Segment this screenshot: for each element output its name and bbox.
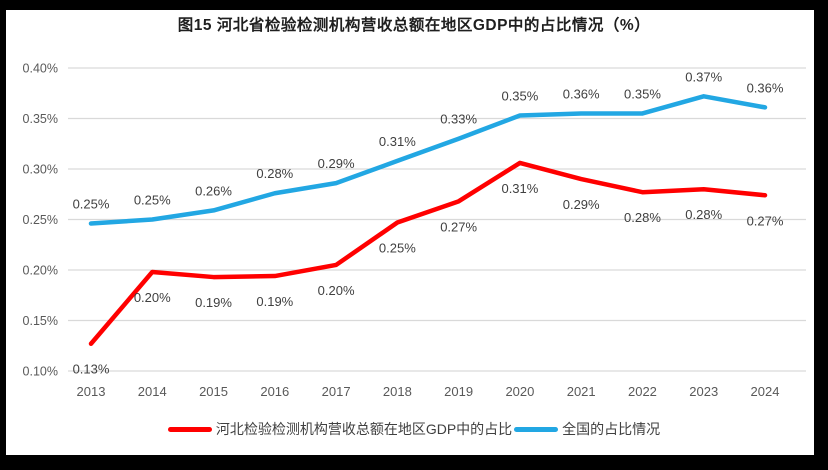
x-axis-tick: 2021 bbox=[567, 384, 596, 399]
data-label: 0.26% bbox=[195, 183, 232, 198]
x-axis-tick: 2013 bbox=[77, 384, 106, 399]
x-axis-tick: 2015 bbox=[199, 384, 228, 399]
data-label: 0.27% bbox=[440, 219, 477, 234]
chart-background bbox=[6, 10, 814, 455]
x-axis-tick: 2020 bbox=[505, 384, 534, 399]
data-label: 0.36% bbox=[747, 80, 784, 95]
data-label: 0.31% bbox=[501, 181, 538, 196]
legend-item-national: 全国的占比情况 bbox=[514, 419, 660, 439]
y-axis-tick: 0.30% bbox=[23, 163, 58, 177]
x-axis-tick: 2016 bbox=[260, 384, 289, 399]
data-label: 0.35% bbox=[624, 86, 661, 101]
data-label: 0.25% bbox=[134, 193, 171, 208]
x-axis-tick: 2023 bbox=[689, 384, 718, 399]
y-axis-tick: 0.15% bbox=[23, 314, 58, 328]
x-axis-tick: 2019 bbox=[444, 384, 473, 399]
data-label: 0.29% bbox=[318, 156, 355, 171]
x-axis-tick: 2017 bbox=[322, 384, 351, 399]
national-line-swatch bbox=[514, 426, 559, 432]
chart-title: 图15 河北省检验检测机构营收总额在地区GDP中的占比情况（%） bbox=[177, 17, 651, 34]
y-axis-tick: 0.25% bbox=[23, 213, 58, 227]
data-label: 0.27% bbox=[747, 213, 784, 228]
data-label: 0.20% bbox=[318, 283, 355, 298]
data-label: 0.13% bbox=[73, 362, 110, 377]
data-label: 0.33% bbox=[440, 112, 477, 127]
hebei-series-line bbox=[88, 160, 768, 346]
data-label: 0.25% bbox=[379, 241, 416, 256]
data-label: 0.25% bbox=[73, 197, 110, 212]
y-axis-tick: 0.10% bbox=[23, 365, 58, 379]
data-label: 0.31% bbox=[379, 134, 416, 149]
data-label: 0.29% bbox=[563, 197, 600, 212]
national-series-line bbox=[88, 94, 768, 226]
data-label: 0.37% bbox=[685, 69, 722, 84]
x-axis-tick: 2014 bbox=[138, 384, 167, 399]
y-axis-tick: 0.35% bbox=[23, 112, 58, 126]
hebei-line-swatch bbox=[167, 426, 212, 432]
data-label: 0.35% bbox=[501, 88, 538, 103]
data-label: 0.20% bbox=[134, 290, 171, 305]
x-axis-tick: 2024 bbox=[751, 384, 780, 399]
y-axis-tick: 0.20% bbox=[23, 264, 58, 278]
legend-item-hebei: 河北检验检测机构营收总额在地区GDP中的占比 bbox=[167, 419, 513, 439]
legend-label-national: 全国的占比情况 bbox=[562, 421, 661, 437]
x-axis-tick: 2022 bbox=[628, 384, 657, 399]
data-label: 0.19% bbox=[195, 295, 232, 310]
legend-label-hebei: 河北检验检测机构营收总额在地区GDP中的占比 bbox=[215, 421, 513, 437]
y-axis-tick: 0.40% bbox=[23, 62, 58, 76]
data-label: 0.19% bbox=[256, 294, 293, 309]
data-label: 0.28% bbox=[685, 207, 722, 222]
data-label: 0.28% bbox=[624, 210, 661, 225]
legend: 河北检验检测机构营收总额在地区GDP中的占比 全国的占比情况 bbox=[0, 419, 828, 439]
data-label: 0.36% bbox=[563, 86, 600, 101]
x-axis-tick: 2018 bbox=[383, 384, 412, 399]
data-label: 0.28% bbox=[256, 166, 293, 181]
